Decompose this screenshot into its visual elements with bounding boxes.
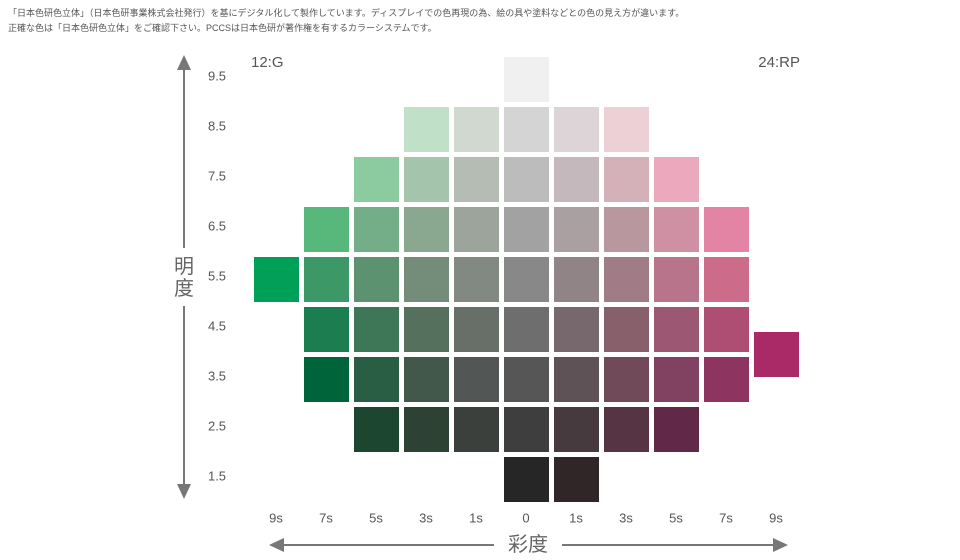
x-label: 5s xyxy=(369,510,383,526)
hue-label: 24:RP xyxy=(758,54,800,71)
color-swatch xyxy=(404,407,449,452)
color-swatch xyxy=(504,57,549,102)
color-swatch xyxy=(254,257,299,302)
note: 「日本色研色立体」（日本色研事業株式会社発行）を基にデジタル化して製作しています… xyxy=(8,8,685,18)
y-label: 1.5 xyxy=(207,468,227,484)
color-swatch xyxy=(554,307,599,352)
color-swatch xyxy=(754,332,799,377)
color-swatch xyxy=(554,157,599,202)
note: 正確な色は「日本色研色立体」をご確認下さい。PCCSは日本色研が著作権を有するカ… xyxy=(8,23,437,33)
color-swatch xyxy=(304,207,349,252)
color-swatch xyxy=(404,107,449,152)
y-label: 9.5 xyxy=(207,68,227,84)
color-swatch xyxy=(454,257,499,302)
color-swatch xyxy=(304,257,349,302)
color-swatch xyxy=(454,407,499,452)
x-label: 9s xyxy=(269,510,283,526)
color-swatch xyxy=(454,107,499,152)
color-swatch xyxy=(354,207,399,252)
color-swatch xyxy=(604,207,649,252)
color-swatch xyxy=(404,257,449,302)
x-arrowhead xyxy=(773,538,788,552)
color-swatch xyxy=(604,357,649,402)
color-swatch xyxy=(604,407,649,452)
x-label: 9s xyxy=(769,510,783,526)
color-swatch xyxy=(304,307,349,352)
color-swatch xyxy=(404,307,449,352)
y-label: 7.5 xyxy=(207,168,227,184)
x-arrowhead xyxy=(269,538,284,552)
color-swatch xyxy=(404,207,449,252)
color-swatch xyxy=(554,357,599,402)
x-label: 7s xyxy=(719,510,733,526)
color-swatch xyxy=(604,107,649,152)
color-swatch xyxy=(404,157,449,202)
y-label: 8.5 xyxy=(207,118,227,134)
color-swatch xyxy=(504,157,549,202)
color-swatch xyxy=(654,307,699,352)
color-swatch xyxy=(504,257,549,302)
x-label: 3s xyxy=(619,510,633,526)
color-swatch xyxy=(554,107,599,152)
color-swatch xyxy=(604,157,649,202)
y-label: 5.5 xyxy=(207,268,227,284)
color-swatch xyxy=(504,357,549,402)
x-label: 1s xyxy=(569,510,583,526)
color-swatch xyxy=(554,257,599,302)
y-label: 2.5 xyxy=(207,418,227,434)
color-swatch xyxy=(354,357,399,402)
color-swatch xyxy=(304,357,349,402)
y-label: 3.5 xyxy=(207,368,227,384)
color-swatch xyxy=(354,307,399,352)
color-swatch xyxy=(654,357,699,402)
hue-label: 12:G xyxy=(251,54,284,71)
color-swatch xyxy=(454,157,499,202)
x-label: 0 xyxy=(522,510,530,526)
color-swatch xyxy=(504,207,549,252)
color-swatch xyxy=(654,407,699,452)
color-swatch xyxy=(704,357,749,402)
color-swatch xyxy=(554,457,599,502)
color-swatch xyxy=(504,107,549,152)
color-swatch xyxy=(504,407,549,452)
x-label: 1s xyxy=(469,510,483,526)
color-swatch xyxy=(354,257,399,302)
color-swatch xyxy=(354,407,399,452)
color-swatch xyxy=(554,207,599,252)
color-swatch xyxy=(604,307,649,352)
x-label: 3s xyxy=(419,510,433,526)
color-swatch xyxy=(604,257,649,302)
y-arrowhead xyxy=(177,484,191,499)
color-swatch xyxy=(454,357,499,402)
color-swatch xyxy=(354,157,399,202)
x-label: 7s xyxy=(319,510,333,526)
color-swatch xyxy=(654,157,699,202)
color-swatch xyxy=(454,307,499,352)
color-swatch xyxy=(704,307,749,352)
x-label: 5s xyxy=(669,510,683,526)
color-swatch xyxy=(454,207,499,252)
y-label: 6.5 xyxy=(207,218,227,234)
y-arrowhead xyxy=(177,55,191,70)
color-swatch xyxy=(404,357,449,402)
color-swatch xyxy=(654,207,699,252)
color-swatch xyxy=(504,457,549,502)
color-swatch xyxy=(554,407,599,452)
y-axis-title: 明度 xyxy=(174,256,194,300)
color-swatch xyxy=(704,207,749,252)
color-swatch xyxy=(704,257,749,302)
y-label: 4.5 xyxy=(207,318,227,334)
color-swatch xyxy=(654,257,699,302)
color-swatch xyxy=(504,307,549,352)
x-axis-title: 彩度 xyxy=(508,534,548,556)
